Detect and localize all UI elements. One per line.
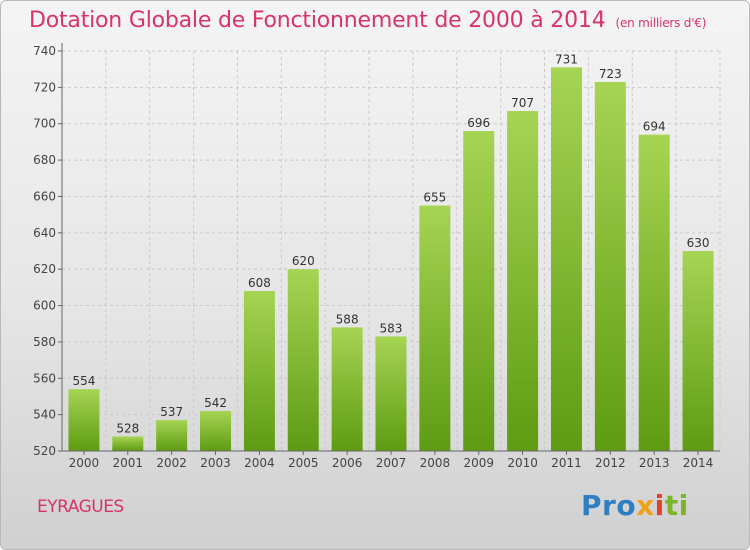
bar bbox=[243, 291, 275, 451]
value-label: 588 bbox=[336, 312, 359, 326]
bar bbox=[375, 336, 407, 451]
x-tick-label: 2006 bbox=[332, 456, 363, 470]
value-label: 630 bbox=[687, 236, 710, 250]
y-tick-label: 540 bbox=[33, 408, 56, 422]
bar bbox=[200, 411, 232, 451]
value-label: 537 bbox=[160, 405, 183, 419]
x-tick-label: 2000 bbox=[69, 456, 100, 470]
value-label: 554 bbox=[72, 374, 95, 388]
bar bbox=[331, 327, 363, 451]
bars: 554 528 537 542 608 620 588 583 655 696 707 731 723 6… bbox=[68, 52, 714, 452]
y-tick-label: 520 bbox=[33, 444, 56, 458]
logo-part: x bbox=[636, 489, 655, 522]
logo-part: i bbox=[654, 489, 665, 522]
bar bbox=[287, 269, 319, 451]
bar bbox=[550, 67, 582, 451]
y-tick-label: 600 bbox=[33, 299, 56, 313]
value-label: 655 bbox=[423, 191, 446, 205]
x-tick-label: 2008 bbox=[420, 456, 451, 470]
x-tick-label: 2009 bbox=[463, 456, 494, 470]
value-label: 731 bbox=[555, 52, 578, 66]
axes: 520 540 560 580 600 620 640 660 680 700 720 740 2000… bbox=[33, 43, 720, 470]
x-tick-label: 2013 bbox=[639, 456, 670, 470]
bar bbox=[68, 389, 100, 451]
y-tick-label: 680 bbox=[33, 153, 56, 167]
value-label: 542 bbox=[204, 396, 227, 410]
bar bbox=[682, 251, 714, 451]
y-tick-label: 580 bbox=[33, 335, 56, 349]
bar bbox=[156, 420, 188, 451]
x-tick-label: 2005 bbox=[288, 456, 319, 470]
y-tick-label: 700 bbox=[33, 117, 56, 131]
logo-part: Pro bbox=[581, 489, 637, 522]
y-tick-label: 740 bbox=[33, 44, 56, 58]
x-tick-label: 2003 bbox=[200, 456, 231, 470]
y-tick-label: 660 bbox=[33, 189, 56, 203]
x-tick-label: 2011 bbox=[551, 456, 582, 470]
bar bbox=[419, 205, 451, 451]
commune-name: EYRAGUES bbox=[37, 497, 124, 517]
y-tick-label: 640 bbox=[33, 226, 56, 240]
value-label: 723 bbox=[599, 67, 622, 81]
value-label: 528 bbox=[116, 421, 139, 435]
x-tick-label: 2014 bbox=[683, 456, 714, 470]
bar bbox=[638, 134, 670, 452]
proxiti-logo: Proxiti bbox=[581, 489, 689, 522]
title-text: Dotation Globale de Fonctionnement de 20… bbox=[29, 8, 606, 33]
x-tick-label: 2010 bbox=[507, 456, 538, 470]
x-tick-label: 2012 bbox=[595, 456, 626, 470]
unit-label: (en milliers d'€) bbox=[615, 16, 707, 30]
logo-part: ti bbox=[664, 489, 689, 522]
y-tick-label: 620 bbox=[33, 262, 56, 276]
bar bbox=[463, 131, 495, 451]
value-label: 608 bbox=[248, 276, 271, 290]
bar bbox=[112, 436, 144, 451]
bar bbox=[507, 111, 539, 451]
x-tick-label: 2001 bbox=[113, 456, 144, 470]
value-label: 694 bbox=[643, 120, 666, 134]
bar bbox=[594, 81, 626, 451]
value-label: 696 bbox=[467, 116, 490, 130]
value-label: 620 bbox=[292, 254, 315, 268]
x-tick-label: 2002 bbox=[156, 456, 187, 470]
chart-title: Dotation Globale de Fonctionnement de 20… bbox=[29, 8, 706, 33]
x-tick-label: 2007 bbox=[376, 456, 407, 470]
y-tick-label: 560 bbox=[33, 371, 56, 385]
value-label: 583 bbox=[380, 321, 403, 335]
value-label: 707 bbox=[511, 96, 534, 110]
x-tick-label: 2004 bbox=[244, 456, 275, 470]
y-tick-label: 720 bbox=[33, 80, 56, 94]
